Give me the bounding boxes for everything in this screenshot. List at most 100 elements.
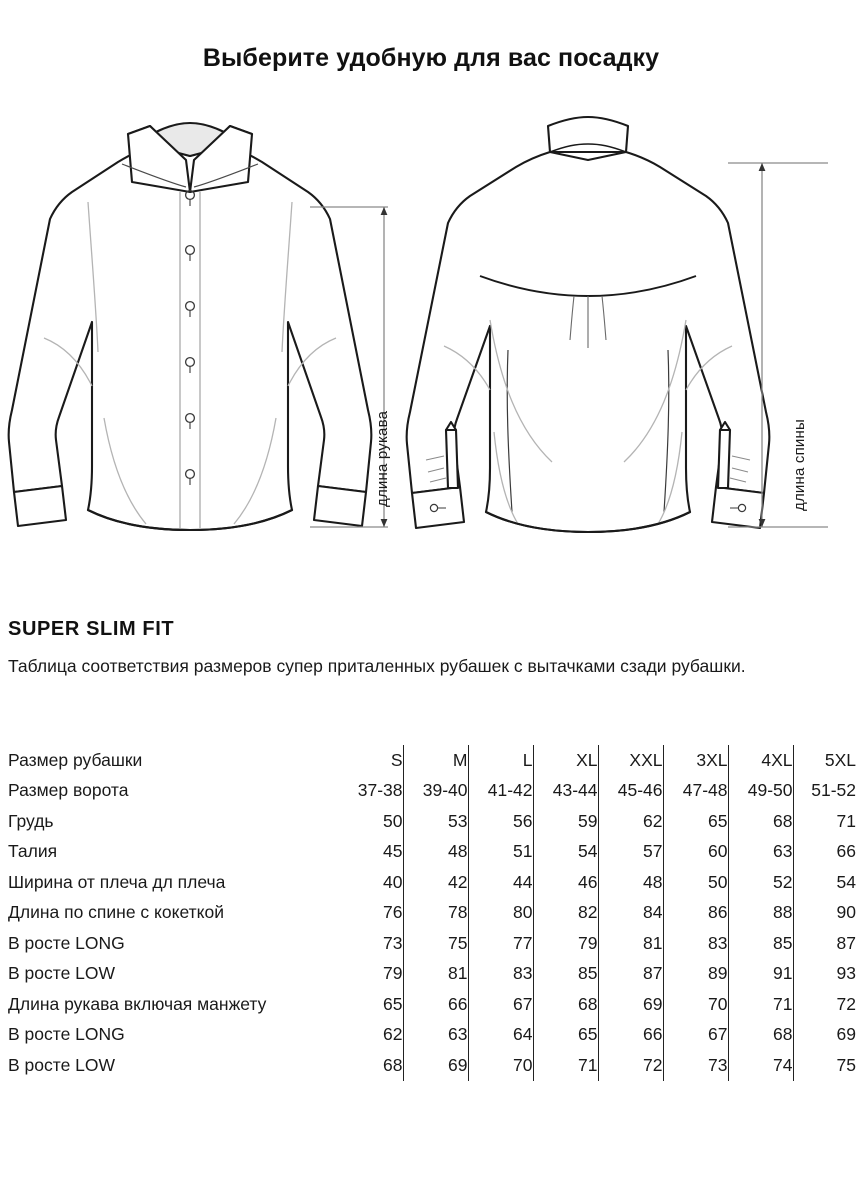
sleeve-length-label: длина рукава bbox=[374, 410, 391, 507]
table-row: В росте LOW 68 69 70 71 72 73 74 75 bbox=[8, 1050, 856, 1081]
cell-M: M bbox=[402, 745, 468, 776]
page-title: Выберите удобную для вас посадку bbox=[202, 44, 660, 72]
cell-XL: 71 bbox=[532, 1050, 598, 1081]
row-label: В росте LONG bbox=[8, 932, 125, 953]
cell-XXL: 72 bbox=[597, 1050, 663, 1081]
table-row: Грудь 50 53 56 59 62 65 68 71 bbox=[8, 806, 856, 837]
size-table-body: Размер рубашки S M L XL XXL 3XL 4XL 5XL Размер во… bbox=[8, 745, 856, 1081]
table-row: Размер ворота 37-38 39-40 41-42 43-44 45-46 47… bbox=[8, 775, 856, 806]
cell-L: 77 bbox=[467, 928, 533, 959]
cell-M: 75 bbox=[402, 928, 468, 959]
cell-XL: 79 bbox=[532, 928, 598, 959]
cell-4XL: 52 bbox=[727, 867, 793, 898]
cell-3XL: 89 bbox=[662, 958, 728, 989]
table-row: Талия 45 48 51 54 57 60 63 66 bbox=[8, 836, 856, 867]
cell-S: 50 bbox=[383, 810, 403, 831]
cell-L: 80 bbox=[467, 897, 533, 928]
cell-5XL: 90 bbox=[792, 897, 856, 928]
cell-M: 81 bbox=[402, 958, 468, 989]
row-label: Талия bbox=[8, 841, 58, 862]
cell-XL: 43-44 bbox=[532, 775, 598, 806]
cell-XL: 46 bbox=[532, 867, 598, 898]
cell-5XL: 93 bbox=[792, 958, 856, 989]
cell-XXL: XXL bbox=[597, 745, 663, 776]
cell-3XL: 86 bbox=[662, 897, 728, 928]
cell-M: 66 bbox=[402, 989, 468, 1020]
cell-M: 42 bbox=[402, 867, 468, 898]
cell-5XL: 66 bbox=[792, 836, 856, 867]
cell-4XL: 68 bbox=[727, 1019, 793, 1050]
cell-4XL: 4XL bbox=[727, 745, 793, 776]
cell-S: 62 bbox=[383, 1024, 403, 1045]
row-label: Длина по спине с кокеткой bbox=[8, 902, 225, 923]
cell-3XL: 65 bbox=[662, 806, 728, 837]
cell-L: 67 bbox=[467, 989, 533, 1020]
fit-description: Таблица соответствия размеров супер прит… bbox=[8, 656, 746, 676]
cell-L: 51 bbox=[467, 836, 533, 867]
cell-L: 70 bbox=[467, 1050, 533, 1081]
cell-M: 78 bbox=[402, 897, 468, 928]
cell-3XL: 83 bbox=[662, 928, 728, 959]
cell-L: 83 bbox=[467, 958, 533, 989]
cell-5XL: 71 bbox=[792, 806, 856, 837]
table-row: В росте LONG 73 75 77 79 81 83 85 87 bbox=[8, 928, 856, 959]
cell-M: 69 bbox=[402, 1050, 468, 1081]
front-shirt-figure bbox=[0, 100, 400, 570]
cell-4XL: 63 bbox=[727, 836, 793, 867]
sleeve-length-dimension-line bbox=[310, 206, 388, 528]
table-row: Длина по спине с кокеткой 76 78 80 82 84 86 88 9… bbox=[8, 897, 856, 928]
cell-3XL: 3XL bbox=[662, 745, 728, 776]
table-row: В росте LONG 62 63 64 65 66 67 68 69 bbox=[8, 1019, 856, 1050]
cell-5XL: 72 bbox=[792, 989, 856, 1020]
size-table-container: Размер рубашки S M L XL XXL 3XL 4XL 5XL Размер во… bbox=[8, 745, 856, 1081]
cell-XL: 68 bbox=[532, 989, 598, 1020]
cell-4XL: 85 bbox=[727, 928, 793, 959]
cell-S: 65 bbox=[383, 993, 403, 1014]
cell-4XL: 49-50 bbox=[727, 775, 793, 806]
cell-XXL: 45-46 bbox=[597, 775, 663, 806]
cell-5XL: 75 bbox=[792, 1050, 856, 1081]
cell-S: 45 bbox=[383, 841, 403, 862]
row-label: Длина рукава включая манжету bbox=[8, 993, 267, 1014]
cell-3XL: 67 bbox=[662, 1019, 728, 1050]
table-row: Длина рукава включая манжету 65 66 67 68 69 70… bbox=[8, 989, 856, 1020]
cell-XXL: 62 bbox=[597, 806, 663, 837]
back-length-label: длина спины bbox=[791, 419, 808, 511]
cell-3XL: 70 bbox=[662, 989, 728, 1020]
row-label: Грудь bbox=[8, 810, 54, 831]
cell-3XL: 50 bbox=[662, 867, 728, 898]
fit-description-block: SUPER SLIM FIT Таблица соответствия разм… bbox=[8, 618, 808, 681]
cell-XXL: 66 bbox=[597, 1019, 663, 1050]
cell-XXL: 69 bbox=[597, 989, 663, 1020]
cell-L: 44 bbox=[467, 867, 533, 898]
row-label: Размер рубашки bbox=[8, 749, 143, 770]
cell-4XL: 74 bbox=[727, 1050, 793, 1081]
row-label: В росте LOW bbox=[8, 1054, 116, 1075]
cell-XXL: 81 bbox=[597, 928, 663, 959]
cell-XXL: 84 bbox=[597, 897, 663, 928]
size-table: Размер рубашки S M L XL XXL 3XL 4XL 5XL Размер во… bbox=[8, 745, 856, 1081]
cell-XL: 65 bbox=[532, 1019, 598, 1050]
cell-S: 76 bbox=[383, 902, 403, 923]
cell-5XL: 87 bbox=[792, 928, 856, 959]
cell-3XL: 47-48 bbox=[662, 775, 728, 806]
cell-XL: 82 bbox=[532, 897, 598, 928]
cell-4XL: 71 bbox=[727, 989, 793, 1020]
cell-L: 64 bbox=[467, 1019, 533, 1050]
row-label: В росте LOW bbox=[8, 963, 116, 984]
row-label: Размер ворота bbox=[8, 780, 129, 801]
cell-4XL: 68 bbox=[727, 806, 793, 837]
back-shirt-figure bbox=[398, 100, 828, 570]
cell-M: 39-40 bbox=[402, 775, 468, 806]
cell-5XL: 51-52 bbox=[792, 775, 856, 806]
table-row: В росте LOW 79 81 83 85 87 89 91 93 bbox=[8, 958, 856, 989]
row-label: В росте LONG bbox=[8, 1024, 125, 1045]
back-length-dimension-line bbox=[728, 162, 828, 528]
cell-5XL: 69 bbox=[792, 1019, 856, 1050]
row-label: Ширина от плеча дл плеча bbox=[8, 871, 226, 892]
cell-S: S bbox=[390, 749, 403, 770]
cell-XL: 54 bbox=[532, 836, 598, 867]
cell-5XL: 54 bbox=[792, 867, 856, 898]
cell-XXL: 48 bbox=[597, 867, 663, 898]
cell-M: 48 bbox=[402, 836, 468, 867]
